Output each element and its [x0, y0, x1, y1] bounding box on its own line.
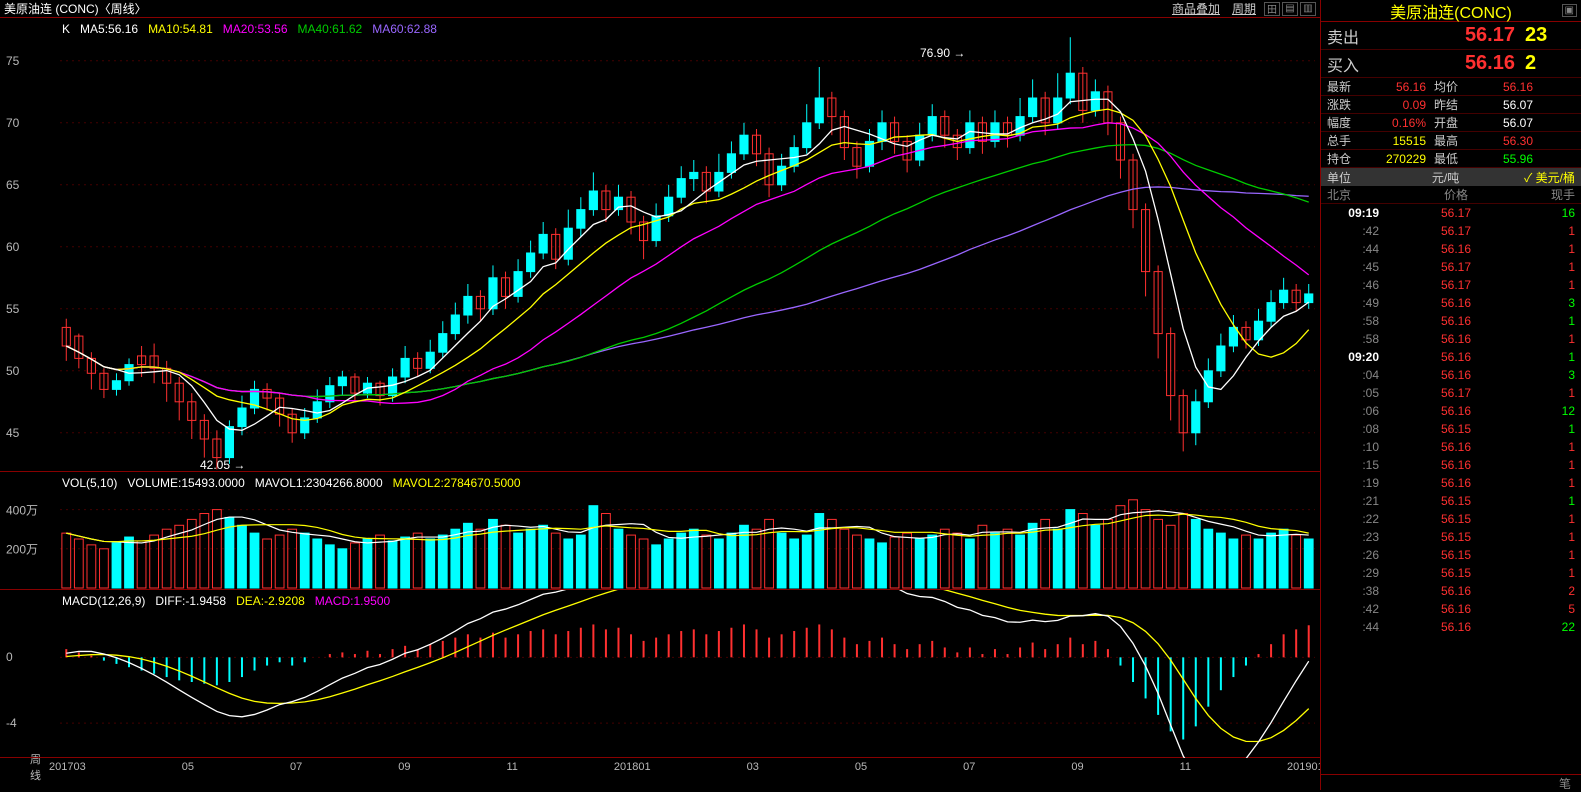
sell-qty: 23: [1525, 24, 1575, 47]
legend-item: DIFF:-1.9458: [155, 594, 226, 608]
legend-item: MAVOL1:2304266.8000: [255, 476, 383, 490]
tick-row: :5856.161: [1321, 312, 1581, 330]
quote-panel: 美原油连(CONC) ▣ 卖出 56.17 23 买入 56.16 2 最新56…: [1320, 0, 1581, 790]
expand-icon[interactable]: ▣: [1562, 4, 1577, 17]
tick-row: :4256.165: [1321, 600, 1581, 618]
unit-cny[interactable]: 元/吨: [1367, 169, 1524, 186]
buy-label: 买入: [1327, 52, 1367, 76]
tick-row: :0556.171: [1321, 384, 1581, 402]
tick-row: :2256.151: [1321, 510, 1581, 528]
tick-row: :3856.162: [1321, 582, 1581, 600]
main-kline-chart[interactable]: K MA5:56.16 MA10:54.81 MA20:53.56 MA40:61.62…: [0, 18, 1320, 472]
tick-row: :1056.161: [1321, 438, 1581, 456]
legend-item: MA5:56.16: [80, 22, 138, 36]
tick-row: :2156.151: [1321, 492, 1581, 510]
macd-chart[interactable]: MACD(12,26,9) DIFF:-1.9458 DEA:-2.9208 MACD…: [0, 590, 1320, 758]
tick-row: 09:1956.1716: [1321, 204, 1581, 222]
tick-row: :5856.161: [1321, 330, 1581, 348]
legend-item: MA10:54.81: [148, 22, 213, 36]
tick-h-qty: 现手: [1525, 186, 1575, 203]
legend-item: VOLUME:15493.0000: [127, 476, 244, 490]
instrument-title: 美原油连 (CONC)〈周线〉: [4, 0, 147, 17]
tick-row: :4656.171: [1321, 276, 1581, 294]
legend-item: MACD(12,26,9): [62, 594, 145, 608]
layout-icon-2[interactable]: ▤: [1282, 2, 1298, 16]
quote-title-text: 美原油连(CONC): [1390, 0, 1512, 23]
buy-row: 买入 56.16 2: [1321, 50, 1581, 78]
vol-legend: VOL(5,10) VOLUME:15493.0000 MAVOL1:2304266…: [62, 476, 521, 490]
quote-grid: 最新56.16均价56.16涨跌0.09昨结56.07幅度0.16%开盘56.0…: [1321, 78, 1581, 168]
legend-item: DEA:-2.9208: [236, 594, 305, 608]
buy-qty: 2: [1525, 52, 1575, 75]
tick-h-price: 价格: [1387, 186, 1525, 203]
unit-label: 单位: [1327, 169, 1367, 186]
chart-annotation: 42.05 →: [200, 458, 245, 472]
overlay-link[interactable]: 商品叠加: [1172, 0, 1220, 17]
tick-row: :0856.151: [1321, 420, 1581, 438]
tick-row: :4556.171: [1321, 258, 1581, 276]
tick-row: :1556.161: [1321, 456, 1581, 474]
quote-title: 美原油连(CONC) ▣: [1321, 0, 1581, 22]
legend-item: VOL(5,10): [62, 476, 117, 490]
sell-row: 卖出 56.17 23: [1321, 22, 1581, 50]
main-legend: K MA5:56.16 MA10:54.81 MA20:53.56 MA40:61.62…: [62, 22, 437, 36]
layout-icon-1[interactable]: 田: [1264, 2, 1280, 16]
period-link[interactable]: 周期: [1232, 0, 1256, 17]
sell-price: 56.17: [1367, 24, 1525, 47]
volume-chart[interactable]: VOL(5,10) VOLUME:15493.0000 MAVOL1:2304266…: [0, 472, 1320, 590]
legend-item: MA40:61.62: [298, 22, 363, 36]
x-axis: 周线20170305070911201801030507091120190103: [0, 758, 1320, 776]
tick-row: :2656.151: [1321, 546, 1581, 564]
unit-usd[interactable]: ✓ 美元/桶: [1524, 169, 1575, 186]
title-bar: 美原油连 (CONC)〈周线〉 商品叠加 周期 田 ▤ ▥: [0, 0, 1320, 18]
tick-row: :1956.161: [1321, 474, 1581, 492]
legend-item: K: [62, 22, 70, 36]
tick-list[interactable]: 09:1956.1716:4256.171:4456.161:4556.171:…: [1321, 204, 1581, 774]
tick-h-time: 北京: [1327, 186, 1387, 203]
legend-item: MAVOL2:2784670.5000: [393, 476, 521, 490]
quote-footer: 笔: [1321, 774, 1581, 790]
tick-row: 09:2056.161: [1321, 348, 1581, 366]
legend-item: MA20:53.56: [223, 22, 288, 36]
tick-row: :4456.161: [1321, 240, 1581, 258]
tick-row: :4956.163: [1321, 294, 1581, 312]
legend-item: MACD:1.9500: [315, 594, 390, 608]
unit-row[interactable]: 单位 元/吨 ✓ 美元/桶: [1321, 168, 1581, 186]
tick-row: :4256.171: [1321, 222, 1581, 240]
tick-header: 北京 价格 现手: [1321, 186, 1581, 204]
buy-price: 56.16: [1367, 52, 1525, 75]
tick-row: :2956.151: [1321, 564, 1581, 582]
macd-legend: MACD(12,26,9) DIFF:-1.9458 DEA:-2.9208 MACD…: [62, 594, 390, 608]
legend-item: MA60:62.88: [372, 22, 437, 36]
chart-annotation: 76.90 →: [920, 46, 965, 60]
sell-label: 卖出: [1327, 24, 1367, 48]
tick-row: :4456.1622: [1321, 618, 1581, 636]
tick-row: :2356.151: [1321, 528, 1581, 546]
tick-row: :0456.163: [1321, 366, 1581, 384]
layout-icon-3[interactable]: ▥: [1300, 2, 1316, 16]
tick-row: :0656.1612: [1321, 402, 1581, 420]
